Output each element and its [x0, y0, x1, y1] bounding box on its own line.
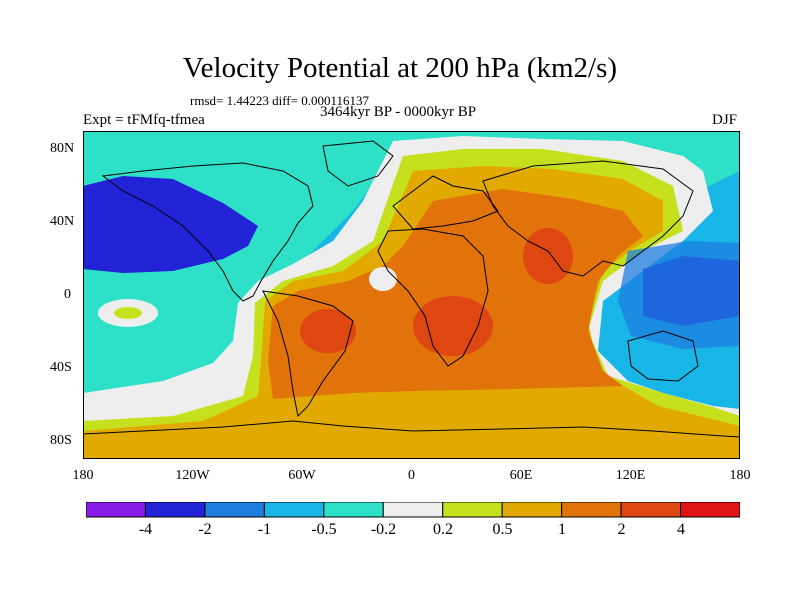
colorbar-swatch-8: [561, 502, 622, 518]
coast-south-america: [262, 290, 354, 418]
contour-core-india: [523, 228, 573, 284]
contour-core-south-america: [300, 309, 356, 353]
colorbar-label-1: 1: [558, 521, 566, 538]
plot-title: Velocity Potential at 200 hPa (km2/s): [182, 52, 618, 84]
season-label: DJF: [712, 112, 738, 128]
y-tick-40s: 40S: [50, 360, 72, 375]
x-tick-180e: 180: [729, 468, 751, 483]
colorbar-label-4: 4: [677, 521, 685, 538]
colorbar-swatch-2: [204, 502, 265, 518]
velocity-potential-map: [83, 131, 740, 459]
period-label: 3464kyr BP - 0000kyr BP: [320, 104, 477, 120]
coast-north-america: [101, 162, 314, 302]
x-tick-120w: 120W: [175, 468, 210, 483]
colorbar-swatch-3: [263, 502, 325, 518]
coast-australia: [627, 330, 699, 382]
y-tick-80s: 80S: [50, 433, 72, 448]
colorbar-label-neg0.2: -0.2: [370, 521, 397, 538]
colorbar-label-0.2: 0.2: [433, 521, 453, 538]
rmsd-diff-stats: rmsd= 1.44223 diff= 0.000116137: [190, 93, 369, 108]
x-tick-0: 0: [408, 468, 415, 483]
colorbar-swatch-6: [442, 502, 503, 518]
y-tick-40n: 40N: [50, 214, 75, 229]
x-tick-60w: 60W: [288, 468, 316, 483]
contour-bubble-atlantic: [369, 267, 397, 291]
coast-africa: [377, 228, 489, 367]
colorbar-swatch-0: [86, 502, 146, 518]
contour-band-neg-1-indonesia: [618, 241, 740, 349]
x-tick-120e: 120E: [615, 468, 646, 483]
x-tick-180w: 180: [72, 468, 94, 483]
map-frame: [83, 131, 740, 459]
contour-band-neg-2-pacific: [83, 176, 258, 273]
coast-asia: [482, 160, 694, 277]
colorbar-label-2: 2: [617, 521, 626, 538]
contour-core-africa: [413, 296, 493, 356]
y-tick-80n: 80N: [50, 141, 75, 156]
y-tick-0: 0: [64, 287, 71, 302]
colorbar-label-neg1: -1: [257, 521, 272, 538]
colorbar-swatch-9: [620, 502, 682, 518]
colorbar-label-0.5: 0.5: [492, 521, 513, 538]
contour-band-neg-0.5: [83, 131, 740, 409]
colorbar-label-neg2: -2: [198, 521, 212, 538]
colorbar-label-neg0.5: -0.5: [311, 521, 337, 538]
coastlines: [83, 140, 740, 438]
colorbar-swatch-10: [680, 502, 740, 518]
experiment-label: Expt = tFMfq-tfmea: [83, 112, 205, 128]
x-tick-60e: 60E: [509, 468, 533, 483]
contour-island-pacific-core: [114, 307, 142, 319]
colorbar-swatch-1: [144, 502, 206, 518]
colorbar-swatch-7: [501, 502, 563, 518]
coast-antarctica: [83, 420, 740, 438]
colorbar-swatch-4: [323, 502, 384, 518]
colorbar-label-neg4: -4: [138, 521, 153, 538]
colorbar: [86, 502, 740, 518]
colorbar-swatch-5: [382, 502, 444, 518]
coast-greenland: [322, 140, 394, 187]
